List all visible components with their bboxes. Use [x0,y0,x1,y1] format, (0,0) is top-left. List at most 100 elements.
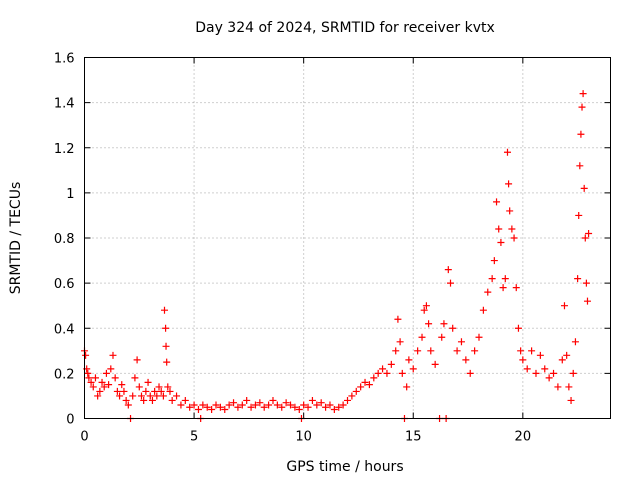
data-point [102,369,110,377]
data-point [162,342,170,350]
data-point [144,378,152,386]
data-point [335,403,343,411]
data-point [87,378,95,386]
data-point [162,324,170,332]
data-point [177,401,185,409]
data-point [116,392,124,400]
data-point [576,162,584,170]
data-point [431,360,439,368]
data-point [313,401,321,409]
data-point [295,405,303,413]
data-point [508,225,516,233]
data-point [466,369,474,377]
data-point [94,392,102,400]
data-point [462,356,470,364]
data-point [273,401,281,409]
data-point [558,356,566,364]
data-point [523,365,531,373]
data-point [583,297,591,305]
data-point [287,401,295,409]
data-point [409,365,417,373]
data-point [140,396,148,404]
data-point [111,374,119,382]
data-point [322,403,330,411]
data-point [581,234,589,242]
data-point [238,401,246,409]
data-point [519,356,527,364]
x-tick-label: 15 [405,430,422,445]
data-point [225,401,233,409]
data-point [580,184,588,192]
y-tick-label: 1 [66,187,74,202]
x-tick-label: 10 [295,430,312,445]
data-point [166,387,174,395]
data-point [107,365,115,373]
y-tick-label: 1.6 [54,52,75,67]
data-point [265,401,273,409]
data-point [569,369,577,377]
data-point [221,405,229,413]
data-point [484,288,492,296]
data-point [374,369,382,377]
data-point [517,347,525,355]
data-point [365,381,373,389]
data-point [499,284,507,292]
data-point [164,383,172,391]
data-point [536,351,544,359]
data-point [308,396,316,404]
data-point [344,396,351,404]
data-point [230,399,238,407]
data-point [550,369,558,377]
data-point [105,381,113,389]
data-point [563,351,571,359]
data-point [475,333,483,341]
data-point [326,401,334,409]
data-points [81,90,593,422]
data-point [387,360,395,368]
data-point [565,383,573,391]
data-point [247,403,255,411]
data-point [383,369,391,377]
chart-title: Day 324 of 2024, SRMTID for receiver kvt… [195,20,495,36]
data-point [160,306,168,314]
data-point [510,234,518,242]
data-point [89,383,97,391]
data-point [98,378,106,386]
data-point [512,284,520,292]
data-point [506,207,514,215]
data-point [414,347,422,355]
data-point [418,333,426,341]
data-point [403,383,411,391]
data-point [471,347,479,355]
data-point [479,306,487,314]
data-point [208,405,216,413]
data-point [159,392,167,400]
data-point [122,396,130,404]
data-point [304,403,312,411]
data-point [234,403,242,411]
data-point [100,383,108,391]
data-point [444,266,452,274]
data-point [449,324,457,332]
grid-layer [84,57,611,419]
data-point [545,374,553,382]
data-point [118,381,126,389]
x-axis-label: GPS time / hours [286,459,403,475]
data-point [269,396,277,404]
data-point [148,396,156,404]
y-tick-label: 1.4 [54,97,75,112]
data-point [505,180,513,188]
data-point [396,338,404,346]
data-point [488,275,496,283]
data-point [447,279,455,287]
data-point [131,374,139,382]
data-point [85,374,93,382]
data-point [243,396,251,404]
data-point [528,347,536,355]
data-point [82,351,90,359]
data-point [405,356,413,364]
data-point [457,338,465,346]
data-point [514,324,522,332]
data-point [398,369,406,377]
data-point [495,225,503,233]
